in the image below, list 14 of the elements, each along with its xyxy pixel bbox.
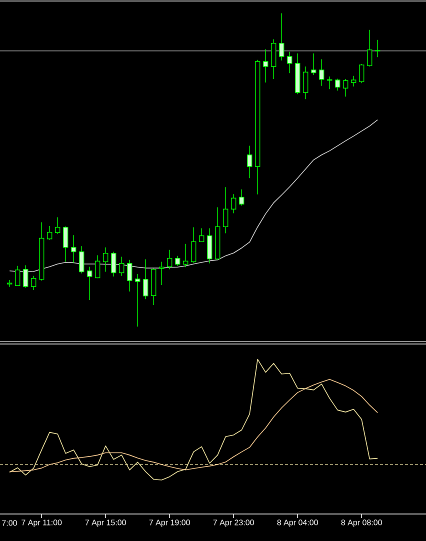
- x-tick-label: 8 Apr 08:00: [341, 520, 382, 527]
- candlestick: [263, 48, 268, 83]
- candlestick: [71, 234, 76, 264]
- candlestick: [7, 280, 12, 288]
- x-tick-label: 8 Apr 04:00: [277, 520, 318, 527]
- candlestick: [47, 226, 52, 240]
- text: 7:00: [2, 520, 17, 526]
- candlestick: [247, 145, 252, 178]
- candlestick: [111, 251, 116, 277]
- candlestick: [23, 264, 28, 288]
- x-tick-label: 7 Apr 23:00: [213, 520, 254, 527]
- x-tick-label: 7 Apr 15:00: [85, 520, 126, 527]
- x-tick-label: 7 Apr 19:00: [149, 520, 190, 527]
- x-tick-label: 7 Apr 11:00: [22, 520, 62, 527]
